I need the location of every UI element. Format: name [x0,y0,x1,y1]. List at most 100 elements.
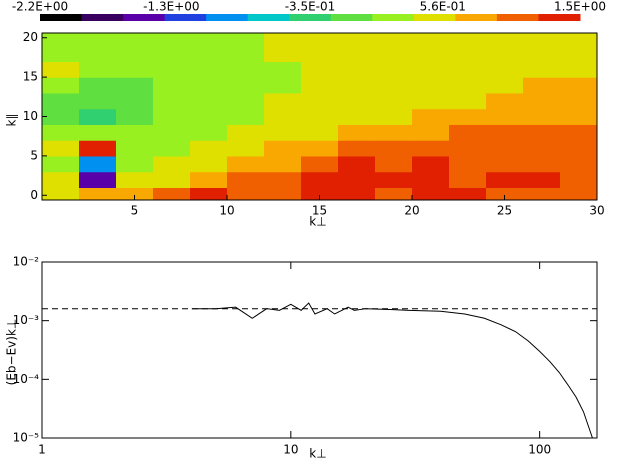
heatmap-cell [375,108,413,125]
heatmap-cell [79,77,117,94]
heatmap-cell [523,77,561,94]
heatmap-cell [560,108,597,125]
heatmap-cell [153,187,191,200]
heatmap-cell [560,124,597,141]
colorbar-swatch [164,14,207,21]
x-tick-label: 25 [497,204,512,218]
heatmap-cell [227,45,265,62]
heatmap-cell [523,61,561,78]
heatmap-cell [486,92,524,110]
heatmap-cell [560,92,597,110]
heatmap-cell [42,45,80,62]
y-tick-label: 10⁻⁵ [13,431,40,445]
heatmap-cell [375,61,413,78]
heatmap-cell [264,77,302,94]
heatmap-cell [486,171,524,188]
heatmap-cell [42,108,80,125]
heatmap-cell [301,124,339,141]
heatmap-cell [116,155,154,173]
colorbar-swatch [247,14,290,21]
x-tick-label: 30 [589,204,604,218]
y-tick-label: 10 [23,109,38,123]
colorbar-tick-label: 5.6E-01 [420,0,466,14]
heatmap-cell [486,61,524,78]
heatmap-cell [486,108,524,125]
heatmap-cell [116,77,154,94]
heatmap-cell [79,187,117,200]
heatmap-cell [338,33,376,47]
heatmap-cell [301,92,339,110]
heatmap-cell [153,108,191,125]
heatmap-cell [190,33,228,47]
heatmap-cell [412,140,450,157]
heatmap-cell [338,61,376,78]
heatmap-cell [338,140,376,157]
y-tick-label: 5 [30,148,38,162]
heatmap-cell [338,92,376,110]
y-axis-label: k∥ [5,114,19,127]
heatmap-cell [153,61,191,78]
heatmap-cell [153,45,191,62]
heatmap-cell [560,140,597,157]
heatmap-cell [301,108,339,125]
heatmap-cell [338,155,376,173]
heatmap-cell [190,140,228,157]
x-tick-label: 5 [131,204,139,218]
heatmap-cell [116,45,154,62]
heatmap-cell [449,61,487,78]
heatmap-cell [523,108,561,125]
heatmap-cell [264,45,302,62]
heatmap-cell [523,92,561,110]
heatmap-cell [301,155,339,173]
heatmap-cell [338,171,376,188]
heatmap-cell [227,124,265,141]
heatmap-cell [412,92,450,110]
heatmap-cell [227,140,265,157]
heatmap-cell [412,77,450,94]
colorbar-swatch [496,14,539,21]
heatmap-cell [42,187,80,200]
heatmap-cell [412,171,450,188]
heatmap-cell [449,155,487,173]
x-axis-label: k⊥ [309,447,326,461]
heatmap-cell [301,140,339,157]
heatmap-cell [449,187,487,200]
heatmap-cell [486,124,524,141]
heatmap-cell [190,124,228,141]
heatmap-cell [227,155,265,173]
heatmap-cell [449,140,487,157]
heatmap-cell [227,171,265,188]
heatmap-cell [338,187,376,200]
heatmap-cell [338,124,376,141]
y-tick-label: 10⁻² [13,255,40,269]
heatmap-cell [486,187,524,200]
colorbar-swatch [81,14,124,21]
heatmap-cell [227,187,265,200]
heatmap-cell [486,155,524,173]
heatmap-cell [523,155,561,173]
heatmap-cell [412,108,450,125]
heatmap-cell [116,140,154,157]
heatmap-cell [79,61,117,78]
heatmap-cell [523,124,561,141]
heatmap-cell [338,77,376,94]
heatmap-cell [264,187,302,200]
heatmap-cell [79,140,117,157]
heatmap-cell [560,171,597,188]
heatmap-cell [338,108,376,125]
heatmap-cell [190,92,228,110]
heatmap-cell [190,108,228,125]
heatmap-cell [116,92,154,110]
heatmap-cell [79,45,117,62]
heatmap-cell [153,77,191,94]
heatmap-cell [449,77,487,94]
plot-frame [41,261,598,439]
colorbar-swatch [455,14,498,21]
heatmap-cell [412,33,450,47]
heatmap-cell [42,61,80,78]
x-tick-label: 15 [312,204,327,218]
heatmap-cell [190,171,228,188]
heatmap-cell [375,92,413,110]
x-axis-label: k⊥ [309,215,326,229]
